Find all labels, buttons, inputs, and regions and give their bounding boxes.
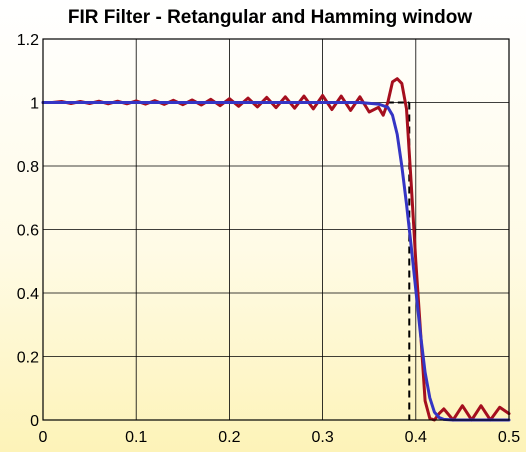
y-tick-label: 0.2 xyxy=(17,350,39,367)
x-tick-label: 0 xyxy=(39,429,48,446)
tick-labels: 0 0.1 0.2 0.3 0.4 0.5 0 0.2 0.4 0.6 0.8 1 1.2 xyxy=(17,32,520,446)
x-tick-label: 0.4 xyxy=(405,429,427,446)
x-tick-label: 0.5 xyxy=(498,429,520,446)
y-tick-label: 0 xyxy=(30,413,39,430)
x-tick-label: 0.1 xyxy=(125,429,147,446)
grid xyxy=(42,38,510,421)
x-tick-label: 0.3 xyxy=(311,429,333,446)
series-group xyxy=(41,77,511,422)
chart-title: FIR Filter - Retangular and Hamming wind… xyxy=(68,7,473,28)
y-tick-label: 1.2 xyxy=(17,32,39,49)
x-tick-label: 0.2 xyxy=(218,429,240,446)
hamming-window-line xyxy=(41,101,511,422)
rectangular-window-line xyxy=(41,77,511,422)
y-tick-label: 1 xyxy=(30,96,39,113)
y-tick-label: 0.8 xyxy=(17,159,39,176)
y-tick-label: 0.4 xyxy=(17,286,39,303)
y-tick-label: 0.6 xyxy=(17,223,39,240)
plot-frame xyxy=(42,38,510,421)
